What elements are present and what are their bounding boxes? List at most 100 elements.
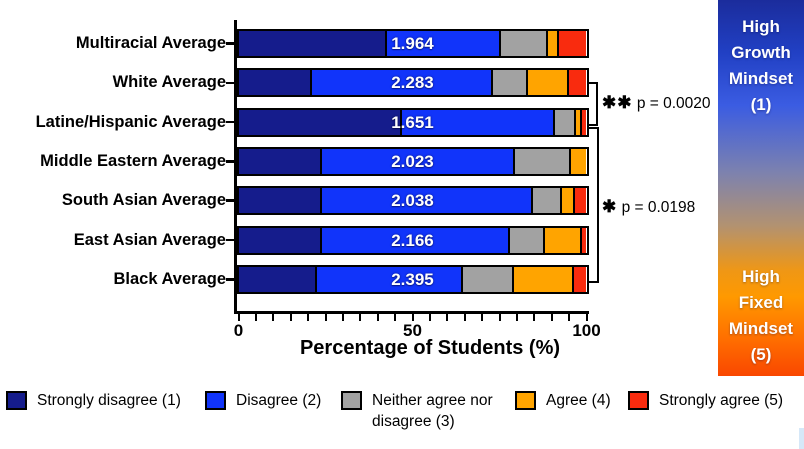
bar-segment xyxy=(553,109,575,135)
bar-segment xyxy=(238,148,321,174)
x-axis-tick xyxy=(289,314,292,321)
colorbar-label-line: High xyxy=(742,267,780,286)
bar-segment xyxy=(320,188,531,214)
x-axis-line xyxy=(234,311,589,314)
bar-segment xyxy=(579,227,587,253)
bar-segment xyxy=(400,109,554,135)
x-axis-tick xyxy=(498,314,501,321)
bar-segment xyxy=(571,266,587,292)
legend-swatch xyxy=(341,391,362,410)
colorbar-top-label: High Growth Mindset (1) xyxy=(718,14,804,118)
bar-segment xyxy=(560,188,574,214)
x-axis-tick xyxy=(550,314,553,321)
x-axis-tick xyxy=(376,314,379,321)
colorbar-label-line: (5) xyxy=(750,345,772,364)
bar-segment xyxy=(574,109,580,135)
bar-segment xyxy=(569,148,587,174)
x-tick-label: 100 xyxy=(572,321,601,340)
category-label: East Asian Average xyxy=(73,230,226,249)
colorbar-label-line: Mindset xyxy=(728,69,794,88)
x-axis-tick xyxy=(359,314,362,321)
bar-segment xyxy=(525,70,568,96)
x-axis-tick xyxy=(411,314,414,321)
colorbar-label-line: Mindset xyxy=(728,319,794,338)
x-axis-tick xyxy=(428,314,431,321)
x-axis-title: Percentage of Students (%) xyxy=(299,337,561,359)
bar-segment xyxy=(573,188,587,214)
bar-row-6 xyxy=(236,225,589,255)
category-label: Multiracial Average xyxy=(75,34,226,52)
significance-bracket-1 xyxy=(587,82,598,126)
x-axis-tick xyxy=(515,314,518,321)
bar-segment xyxy=(238,109,401,135)
x-axis-tick xyxy=(481,314,484,321)
bar-segment xyxy=(238,227,321,253)
significance-stars-2: ✱ xyxy=(602,197,618,216)
category-tick xyxy=(226,81,235,84)
legend-label: Neither agree nor disagree (3) xyxy=(372,392,493,430)
x-axis-tick xyxy=(254,314,257,321)
bar-segment xyxy=(512,266,572,292)
bar-segment xyxy=(513,148,570,174)
bar-segment xyxy=(499,31,547,56)
bar-segment xyxy=(579,109,587,135)
legend-label: Disagree (2) xyxy=(236,392,322,409)
bar-segment xyxy=(542,227,580,253)
category-tick xyxy=(226,199,235,202)
category-label: South Asian Average xyxy=(61,191,226,210)
bar-row-2 xyxy=(236,68,589,98)
significance-pvalue-2: p = 0.0198 xyxy=(621,199,696,216)
x-axis-tick xyxy=(446,314,449,321)
significance-bracket-2 xyxy=(588,127,599,283)
colorbar-label-line: High xyxy=(742,17,780,36)
colorbar-label-line: Growth xyxy=(731,43,791,62)
legend-label: Agree (4) xyxy=(546,392,611,409)
category-label: White Average xyxy=(112,73,226,92)
bar-segment xyxy=(490,70,526,96)
right-edge-strip xyxy=(799,428,804,449)
bar-segment xyxy=(238,31,385,56)
significance-label-1: ✱✱ p = 0.0020 xyxy=(602,93,711,113)
category-tick xyxy=(226,160,235,163)
bar-segment xyxy=(315,266,462,292)
colorbar-label-line: (1) xyxy=(750,95,772,114)
significance-label-2: ✱ p = 0.0198 xyxy=(602,197,695,217)
x-axis-tick xyxy=(394,314,397,321)
mindset-gradient-colorbar: High Growth Mindset (1) High Fixed Mindset (5) xyxy=(718,0,804,376)
bar-row-1 xyxy=(236,29,589,58)
x-tick-label: 50 xyxy=(403,321,422,340)
bar-row-5 xyxy=(236,186,589,216)
x-axis-tick xyxy=(568,314,571,321)
bar-segment xyxy=(384,31,500,56)
bar-segment xyxy=(508,227,543,253)
bar-segment xyxy=(238,188,321,214)
colorbar-label-line: Fixed xyxy=(738,293,784,312)
legend-swatch xyxy=(515,391,536,410)
bar-segment xyxy=(546,31,557,56)
legend-swatch xyxy=(205,391,226,410)
x-axis-tick xyxy=(585,314,588,321)
legend-swatch xyxy=(628,391,649,410)
legend-swatch xyxy=(6,391,27,410)
x-tick-label: 0 xyxy=(233,321,244,340)
category-label: Black Average xyxy=(113,269,226,288)
category-label: Middle Eastern Average xyxy=(40,151,226,170)
bar-segment xyxy=(320,227,509,253)
bar-segment xyxy=(238,70,310,96)
bar-segment xyxy=(238,266,316,292)
bar-segment xyxy=(556,31,587,56)
category-label: Latine/Hispanic Average xyxy=(35,112,226,131)
x-axis-tick xyxy=(324,314,327,321)
bar-segment xyxy=(309,70,491,96)
significance-stars-1: ✱✱ xyxy=(602,93,633,112)
x-axis-tick xyxy=(533,314,536,321)
legend-label: Strongly agree (5) xyxy=(659,392,784,409)
colorbar-bottom-label: High Fixed Mindset (5) xyxy=(718,264,804,368)
category-tick xyxy=(226,238,235,242)
x-axis-tick xyxy=(237,314,240,321)
x-axis-tick xyxy=(341,314,344,321)
category-tick xyxy=(226,42,235,45)
category-tick xyxy=(226,120,235,124)
bar-row-4 xyxy=(236,146,589,176)
